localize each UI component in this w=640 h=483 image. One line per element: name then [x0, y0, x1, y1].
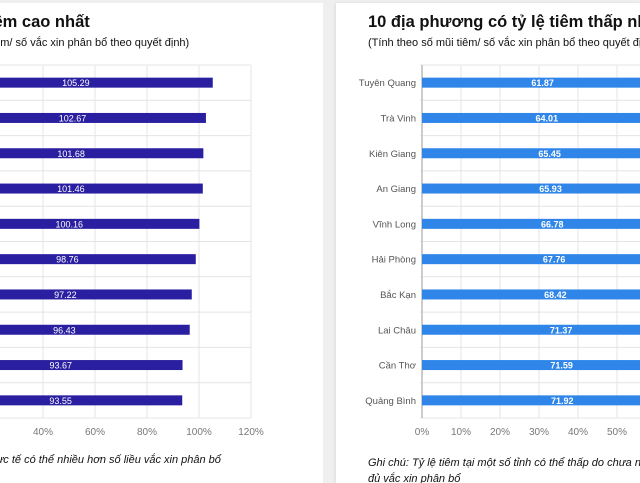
x-tick-label: 60% — [85, 427, 105, 438]
bar-value-label: 65.45 — [538, 149, 561, 159]
bar — [0, 395, 183, 406]
bar-value-label: 66.78 — [541, 219, 564, 229]
category-label: Vĩnh Long — [373, 219, 416, 230]
bar — [0, 324, 190, 335]
bar-value-label: 105.29 — [62, 78, 90, 88]
bar — [422, 148, 640, 159]
bar — [422, 254, 640, 265]
bar — [0, 254, 196, 265]
x-tick-label: 30% — [529, 427, 549, 438]
bar-value-label: 67.76 — [543, 255, 566, 265]
bar-value-label: 101.46 — [57, 184, 85, 194]
chart-subtitle: (Tính theo số mũi tiêm/ số vắc xin phân … — [368, 37, 640, 49]
category-label: Trà Vinh — [381, 113, 416, 124]
bar-value-label: 93.67 — [50, 361, 73, 371]
chart-note: Ghi chú: Số mũi tiêm thực tế có thể nhiề… — [0, 454, 221, 466]
bar — [422, 183, 640, 194]
x-tick-label: 10% — [451, 427, 471, 438]
bar — [0, 289, 192, 300]
chart-subtitle: (Tính theo số mũi tiêm/ số vắc xin phân … — [0, 37, 190, 49]
x-tick-label: 40% — [568, 427, 588, 438]
chart-title: 10 địa phương có tỷ lệ tiêm thấp nhất — [368, 13, 640, 31]
chart-note: Ghi chú: Tỷ lệ tiêm tại một số tỉnh có t… — [368, 455, 640, 483]
category-label: Bắc Kạn — [380, 290, 416, 301]
category-label: Hải Phòng — [372, 255, 416, 266]
chart-title: 10 địa phương có tỷ lệ tiêm cao nhất — [0, 13, 90, 31]
bar-value-label: 64.01 — [536, 113, 559, 123]
bar — [422, 77, 640, 88]
bar — [0, 112, 206, 123]
bar — [422, 218, 640, 229]
category-label: An Giang — [376, 184, 416, 195]
x-tick-label: 100% — [186, 427, 212, 438]
bar-value-label: 97.22 — [54, 290, 77, 300]
bar-value-label: 98.76 — [56, 255, 79, 265]
bar-value-label: 93.55 — [49, 396, 72, 406]
bar — [422, 324, 640, 335]
bar — [0, 77, 213, 88]
category-label: Tuyên Quang — [359, 78, 416, 89]
bar — [422, 360, 640, 371]
bar — [422, 395, 640, 406]
note-text: Tỷ lệ tiêm tại một số tỉnh có thể thấp d… — [368, 457, 640, 483]
x-tick-label: 20% — [490, 427, 510, 438]
x-tick-label: 80% — [137, 427, 157, 438]
bar — [0, 148, 204, 159]
x-tick-label: 120% — [238, 427, 264, 438]
category-label: Quảng Bình — [365, 396, 416, 407]
bar-value-label: 101.68 — [57, 149, 85, 159]
bar-value-label: 71.37 — [550, 325, 573, 335]
bar — [422, 112, 640, 123]
x-tick-label: 0% — [415, 427, 430, 438]
bar-value-label: 65.93 — [539, 184, 562, 194]
x-tick-label: 40% — [33, 427, 53, 438]
bar-value-label: 71.92 — [551, 396, 574, 406]
bar-value-label: 71.59 — [550, 361, 573, 371]
bar-value-label: 100.16 — [55, 219, 83, 229]
bar-value-label: 68.42 — [544, 290, 567, 300]
top-chart-plot: 40% 60% 80% 100% 120% 105.29 102.67 101.68 101.4… — [0, 64, 264, 438]
bar — [0, 183, 203, 194]
bar-value-label: 102.67 — [59, 113, 87, 123]
top-10-chart-card: 10 địa phương có tỷ lệ tiêm cao nhất (Tí… — [0, 3, 323, 483]
category-label: Lai Châu — [378, 325, 416, 336]
bar — [0, 218, 200, 229]
bottom-10-chart-card: 10 địa phương có tỷ lệ tiêm thấp nhất (T… — [336, 3, 640, 483]
x-tick-label: 50% — [607, 427, 627, 438]
bar — [422, 289, 640, 300]
category-label: Kiên Giang — [369, 149, 416, 160]
note-label: Ghi chú: — [368, 457, 409, 469]
bar-value-label: 96.43 — [53, 325, 76, 335]
bar-value-label: 61.87 — [531, 78, 554, 88]
bar — [0, 360, 183, 371]
category-label: Cần Thơ — [379, 361, 416, 372]
